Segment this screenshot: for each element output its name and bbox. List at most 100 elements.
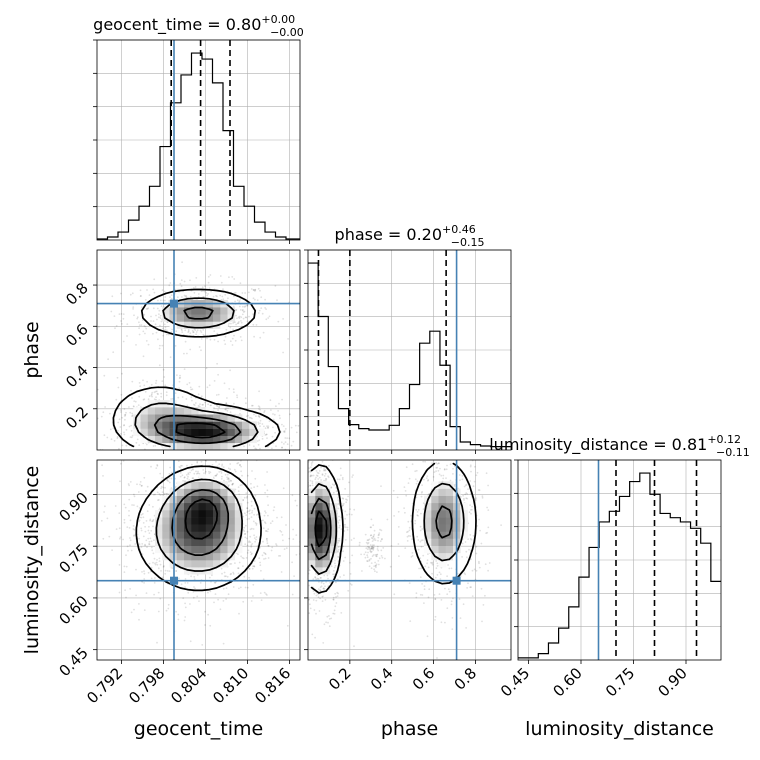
truth-marker xyxy=(170,576,178,585)
sample-point xyxy=(428,588,431,591)
sample-point xyxy=(332,612,335,615)
sample-point xyxy=(311,425,313,427)
density-cell xyxy=(220,488,228,496)
sample-point xyxy=(336,458,338,460)
sample-point xyxy=(305,575,307,577)
sample-point xyxy=(295,431,298,434)
sample-point xyxy=(229,463,232,465)
sample-point xyxy=(285,547,288,549)
density-cell xyxy=(234,495,243,504)
density-cell xyxy=(234,531,243,539)
sample-point xyxy=(133,493,135,496)
sample-point xyxy=(156,464,159,466)
sample-point xyxy=(258,439,261,442)
sample-point xyxy=(474,465,476,468)
sample-point xyxy=(311,424,313,426)
sample-point xyxy=(346,526,349,529)
sample-point xyxy=(320,577,322,579)
sample-point xyxy=(149,537,152,540)
sample-point xyxy=(159,344,161,347)
sample-point xyxy=(469,464,472,467)
sample-point xyxy=(244,536,247,539)
sample-point xyxy=(238,315,241,318)
sample-point xyxy=(478,518,480,521)
sample-point xyxy=(297,502,299,504)
sample-point xyxy=(126,335,128,337)
sample-point xyxy=(245,514,248,516)
sample-point xyxy=(159,494,162,496)
sample-point xyxy=(287,499,289,501)
sample-point xyxy=(150,546,153,549)
sample-point xyxy=(169,296,171,298)
sample-point xyxy=(253,513,256,516)
density-cell xyxy=(155,531,163,539)
sample-point xyxy=(340,528,343,530)
density-cell xyxy=(220,538,228,546)
sample-point xyxy=(286,624,289,627)
sample-point xyxy=(329,442,331,444)
sample-point xyxy=(155,467,158,469)
sample-point xyxy=(230,480,233,482)
sample-point xyxy=(406,535,409,538)
sample-point xyxy=(324,468,327,471)
sample-point xyxy=(229,468,232,471)
sample-point xyxy=(81,427,83,429)
sample-point xyxy=(319,589,322,592)
sample-point xyxy=(215,404,218,407)
sample-point xyxy=(400,457,402,459)
sample-point xyxy=(258,454,260,456)
sample-point xyxy=(196,472,198,475)
sample-point xyxy=(131,415,134,418)
sample-point xyxy=(295,553,298,556)
sample-point xyxy=(124,589,126,592)
sample-point xyxy=(397,510,400,513)
x-tick-label: 0.60 xyxy=(549,664,585,700)
sample-point xyxy=(213,330,216,332)
sample-point xyxy=(404,511,406,514)
density-cell xyxy=(234,442,243,450)
sample-point xyxy=(339,467,342,470)
sample-point xyxy=(288,537,291,540)
sample-point xyxy=(303,482,305,484)
sample-point xyxy=(329,444,331,446)
density-cell xyxy=(191,442,199,450)
sample-point xyxy=(484,563,487,566)
sample-point xyxy=(302,546,304,548)
sample-point xyxy=(311,436,313,438)
sample-point xyxy=(302,447,304,449)
sample-point xyxy=(168,477,171,480)
sample-point xyxy=(252,565,254,567)
sample-point xyxy=(414,478,417,481)
x-tick-label: 0.90 xyxy=(654,664,690,700)
sample-point xyxy=(235,323,238,326)
sample-point xyxy=(202,329,205,331)
sample-point xyxy=(261,312,264,315)
sample-point xyxy=(225,587,228,589)
sample-point xyxy=(467,582,469,585)
sample-point xyxy=(153,291,156,294)
sample-point xyxy=(319,577,322,579)
sample-point xyxy=(172,461,174,463)
sample-point xyxy=(152,518,155,521)
sample-point xyxy=(182,597,185,600)
sample-point xyxy=(350,513,353,516)
sample-point xyxy=(281,398,283,401)
sample-point xyxy=(251,567,254,570)
sample-point xyxy=(185,471,187,473)
sample-point xyxy=(118,591,121,594)
sample-point xyxy=(249,528,252,531)
sample-point xyxy=(337,499,340,501)
sample-point xyxy=(473,480,476,483)
sample-point xyxy=(337,503,339,506)
sample-point xyxy=(323,479,325,482)
sample-point xyxy=(240,320,242,322)
sample-point xyxy=(150,393,153,396)
sample-point xyxy=(136,505,139,508)
sample-point xyxy=(166,478,169,481)
sample-point xyxy=(324,585,326,588)
sample-point xyxy=(255,514,258,516)
sample-point xyxy=(420,495,423,498)
sample-point xyxy=(150,394,153,397)
sample-point xyxy=(145,592,148,594)
sample-point xyxy=(316,471,319,474)
